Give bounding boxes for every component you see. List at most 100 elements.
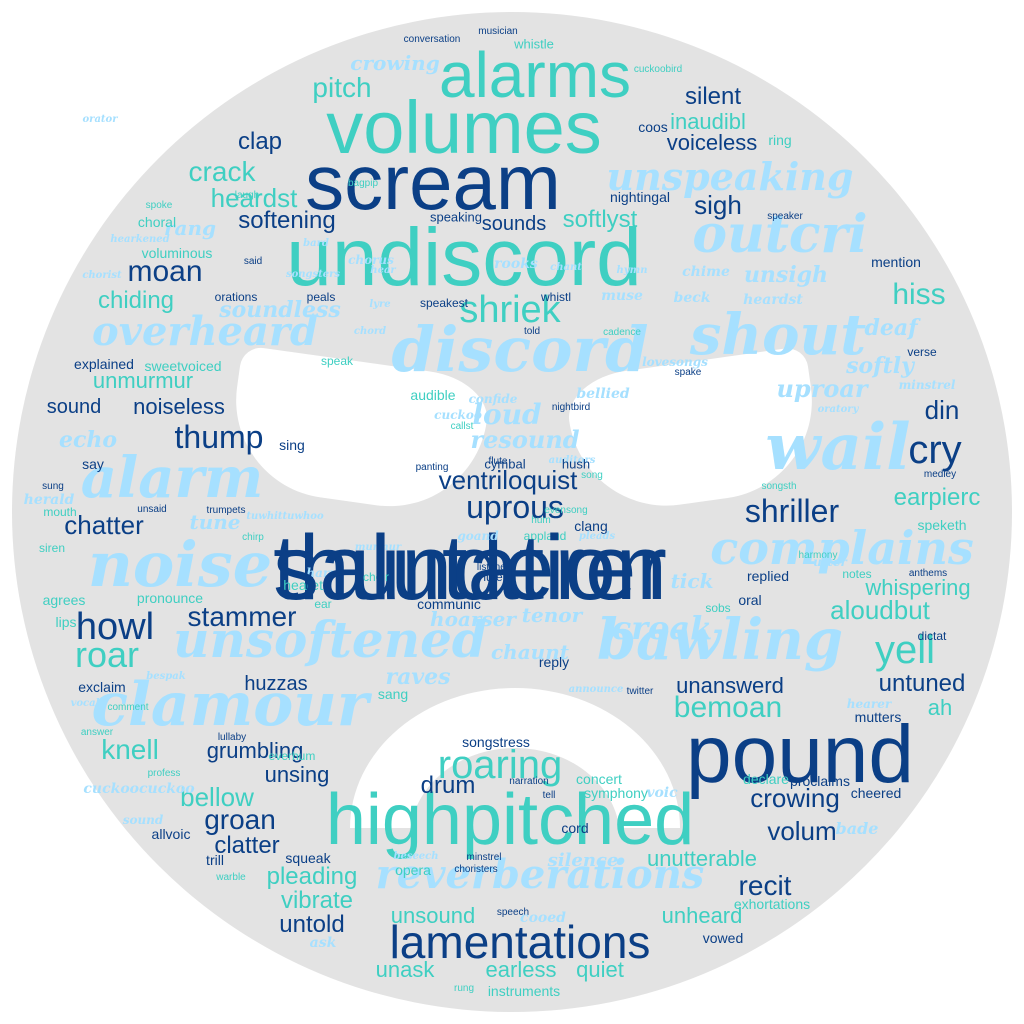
word-spake: spake	[674, 367, 702, 378]
word-unsing: unsing	[264, 762, 330, 787]
word-told: told	[523, 326, 541, 337]
word-heareth: heareth	[283, 577, 331, 593]
word-voiceless: voiceless	[666, 130, 758, 155]
word-howl: howl	[75, 606, 155, 648]
word-bade: bade	[835, 819, 879, 838]
word-quiet: quiet	[576, 957, 624, 982]
word-tune: tune	[189, 510, 241, 534]
word-noise: noise	[87, 528, 273, 601]
word-twitter: twitter	[626, 686, 654, 697]
word-crowing: crowing	[350, 51, 440, 75]
word-orator: orator	[82, 114, 118, 125]
word-bemoan: bemoan	[673, 691, 783, 724]
word-moan: moan	[127, 255, 203, 288]
word-thump: thump	[174, 419, 264, 455]
word-trumpets: trumpets	[206, 505, 246, 516]
word-hear: hear	[370, 265, 396, 276]
word-beseech: beseech	[393, 851, 439, 862]
word-musician: musician	[478, 26, 518, 37]
word-bespak: bespak	[146, 671, 186, 682]
word-crowing: crowing	[750, 783, 840, 813]
word-chorus: chorus	[348, 253, 394, 267]
word-discord: discord	[391, 313, 649, 386]
angry-face-silhouette	[12, 12, 1012, 1012]
word-din: din	[924, 395, 960, 425]
word-lute: lute	[483, 570, 503, 584]
word-bellied: bellied	[576, 386, 630, 402]
word-sweetvoiced: sweetvoiced	[144, 358, 222, 374]
word-hymn: hymn	[616, 265, 648, 276]
word-choristers: choristers	[454, 864, 498, 875]
word-lullaby: lullaby	[217, 732, 247, 743]
word-sounds: sounds	[481, 213, 547, 235]
word-resound: resound	[470, 425, 580, 454]
word-chime: chime	[682, 264, 730, 280]
word-dictat: dictat	[917, 629, 947, 643]
word-tell: tell	[542, 790, 556, 801]
word-ear: ear	[314, 597, 332, 611]
word-anthems: anthems	[908, 568, 948, 579]
word-volumes: volumes	[326, 86, 602, 169]
word-alarm: alarm	[80, 445, 264, 511]
word-oral: oral	[738, 592, 762, 608]
word-softening: softening	[238, 207, 336, 234]
word-sung: sung	[42, 481, 64, 492]
word-salutation: salutation	[273, 517, 667, 619]
word-unsoftened: unsoftened	[173, 610, 487, 669]
word-clatter: clatter	[214, 832, 280, 859]
word-reply: reply	[538, 654, 570, 670]
word-say: say	[82, 456, 104, 472]
word-communic: communic	[417, 596, 481, 612]
word-tuwhittuwhoo: tuwhittuwhoo	[246, 511, 324, 522]
word-allvoic: allvoic	[151, 826, 191, 842]
word-soundless: soundless	[219, 297, 341, 323]
word-rooks: rooks	[494, 256, 538, 272]
word-rung: rung	[453, 983, 475, 994]
word-aloudbut: aloudbut	[830, 595, 930, 625]
word-clap: clap	[237, 128, 283, 155]
word-chord: chord	[353, 326, 387, 337]
word-songstress: songstress	[462, 734, 530, 750]
word-hum: hum	[531, 515, 551, 526]
word-chiding: chiding	[97, 287, 175, 314]
word-knell: knell	[101, 734, 159, 765]
word-beck: beck	[673, 290, 711, 306]
word-bard: bard	[303, 238, 329, 249]
word-cooed: cooed	[520, 910, 566, 926]
word-pleads: pleads	[578, 531, 616, 542]
word-auditors: auditors	[548, 455, 596, 466]
word-voic: voic	[646, 785, 678, 801]
word-highpitched: highpitched	[325, 780, 695, 860]
word-voluminous: voluminous	[141, 245, 213, 261]
word-medley: medley	[923, 469, 957, 480]
word-shriller: shriller	[744, 493, 840, 529]
word-yell: yell	[874, 628, 936, 672]
word-cord: cord	[561, 820, 589, 836]
word-speech: speech	[496, 907, 530, 918]
word-flute: flute	[488, 456, 508, 467]
word-clang: clang	[574, 518, 608, 534]
word-heardst: heardst	[210, 183, 298, 213]
word-unutterable: unutterable	[646, 846, 758, 871]
word-harmony: harmony	[798, 550, 838, 561]
word-songsters: songsters	[285, 269, 341, 280]
word-notes: notes	[842, 567, 872, 581]
word-ah: ah	[927, 695, 953, 720]
word-tenor: tenor	[521, 603, 583, 627]
word-groan: groan	[204, 804, 276, 835]
word-grumbling: grumbling	[206, 738, 304, 763]
word-choir: choir	[362, 570, 390, 584]
word-volum: volum	[767, 816, 837, 846]
word-lovesongs: lovesongs	[642, 355, 708, 369]
word-mutters: mutters	[854, 709, 902, 725]
word-evensong: evensong	[544, 505, 588, 516]
word-cadence: cadence	[603, 327, 641, 338]
word-undiscord: undiscord	[286, 212, 642, 303]
word-laugh: laugh	[234, 190, 260, 201]
word-spoke: spoke	[145, 200, 173, 211]
word-profess: profess	[147, 768, 181, 779]
word-speaking: speaking	[429, 209, 483, 225]
word-bagpip: bagpip	[347, 178, 379, 189]
word-reverberations: reverberations	[375, 851, 705, 898]
